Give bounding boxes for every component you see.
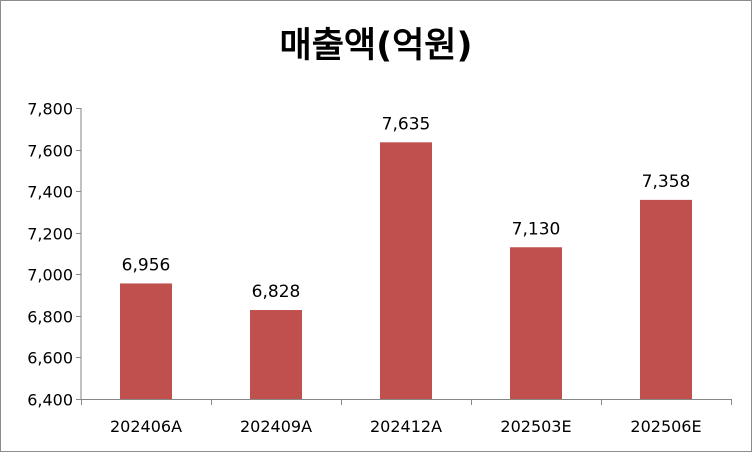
y-tick-label: 6,400	[27, 391, 73, 410]
x-tick-label: 202409A	[240, 417, 312, 436]
y-tick-label: 6,600	[27, 349, 73, 368]
x-tick-label: 202503E	[500, 417, 571, 436]
data-labels: 6,956 6,828 7,635 7,130 7,358	[122, 114, 691, 302]
data-label: 7,358	[642, 172, 691, 192]
y-tick-label: 7,000	[27, 266, 73, 285]
y-tick-label: 6,800	[27, 308, 73, 327]
bar-202412A	[380, 142, 432, 399]
x-tick-label: 202412A	[370, 417, 442, 436]
data-label: 6,956	[122, 255, 171, 275]
bar-202406A	[120, 283, 172, 399]
x-axis: 202406A 202409A 202412A 202503E 202506E	[81, 399, 732, 436]
data-label: 7,635	[382, 114, 431, 134]
bar-202409A	[250, 310, 302, 399]
y-tick-label: 7,800	[27, 100, 73, 119]
y-axis: 6,400 6,600 6,800 7,000 7,200 7,400 7,600 7,800	[27, 100, 82, 410]
chart-title: 매출액(억원)	[279, 26, 473, 66]
data-label: 6,828	[252, 282, 301, 302]
bar-202506E	[640, 199, 692, 399]
x-tick-label: 202406A	[110, 417, 182, 436]
y-tick-label: 7,600	[27, 142, 73, 161]
bar-202503E	[510, 247, 562, 399]
x-tick-label: 202506E	[630, 417, 701, 436]
data-label: 7,130	[512, 219, 561, 239]
y-tick-label: 7,400	[27, 183, 73, 202]
y-tick-label: 7,200	[27, 225, 73, 244]
bars	[120, 142, 692, 399]
